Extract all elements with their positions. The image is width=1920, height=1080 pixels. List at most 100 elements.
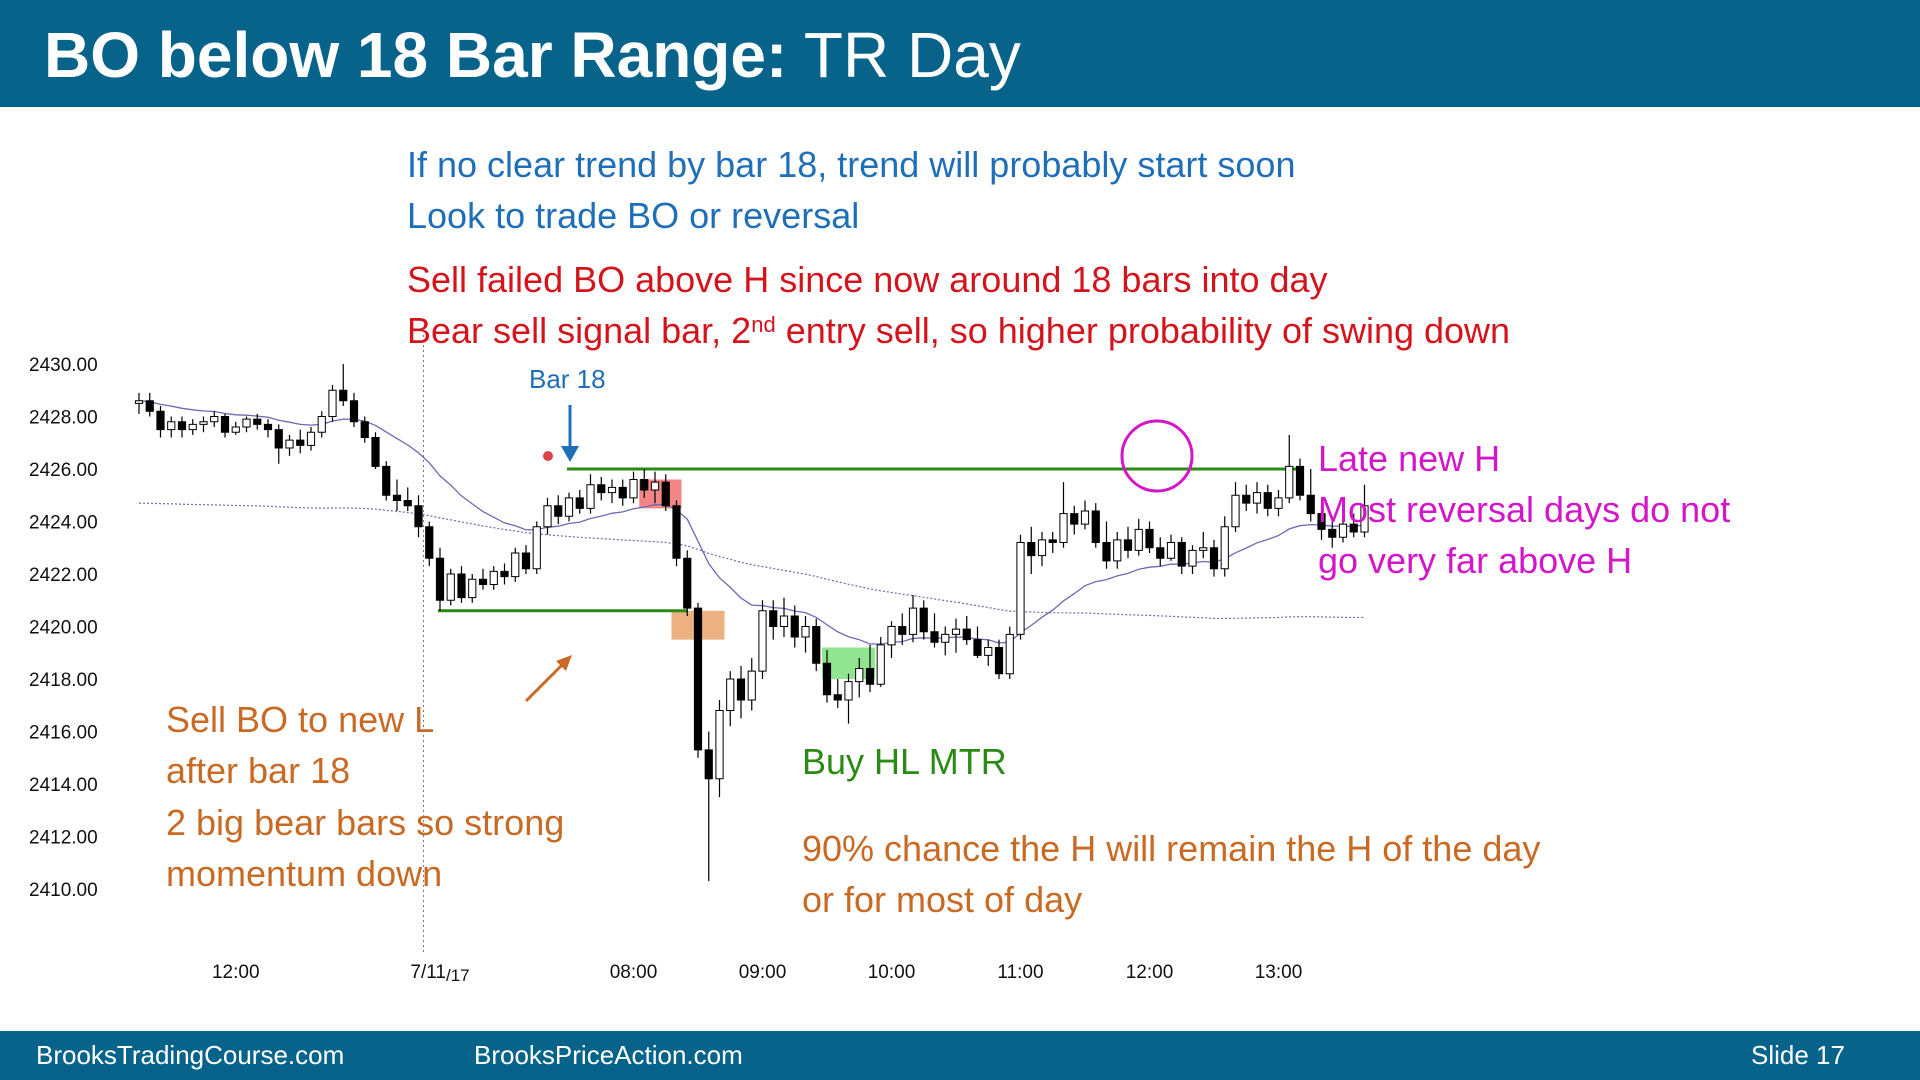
candle-body xyxy=(1134,528,1143,551)
candle-body xyxy=(704,749,713,780)
y-axis-ticks: 2430.00 2428.00 2426.00 2424.00 2422.00 2420.… xyxy=(29,355,98,901)
x-axis-ticks: 12:00 7/11/17 08:00 09:00 10:00 11:00 12:00 13:… xyxy=(212,962,1302,985)
candle xyxy=(887,621,896,658)
candle-body xyxy=(919,607,928,633)
candle xyxy=(500,563,509,585)
note-magenta-1: Late new H xyxy=(1318,438,1501,479)
candlestick-bars xyxy=(134,364,1369,882)
candle xyxy=(382,461,391,501)
ema-line xyxy=(138,400,1365,645)
footer-left-link[interactable]: BrooksTradingCourse.com xyxy=(36,1040,345,1070)
candle xyxy=(769,600,778,640)
candle xyxy=(951,618,961,653)
candle xyxy=(242,416,251,433)
candle xyxy=(930,613,939,648)
candle xyxy=(962,616,971,645)
candle-body xyxy=(478,578,488,585)
candle xyxy=(1027,526,1036,574)
candle-body xyxy=(1220,526,1229,570)
note-orange-3: 2 big bear bars so strong xyxy=(166,802,565,843)
candle xyxy=(1145,521,1154,553)
candle xyxy=(672,500,681,567)
candle xyxy=(1037,532,1047,567)
candle-body xyxy=(994,647,1004,675)
candle xyxy=(317,411,326,438)
candle-body xyxy=(177,421,187,431)
candle-body xyxy=(597,484,606,494)
candle-body xyxy=(1199,547,1208,551)
candle-body xyxy=(898,626,907,635)
candle-body xyxy=(715,710,724,780)
candle-body xyxy=(1295,465,1305,496)
candle xyxy=(145,392,154,417)
slide-number: Slide 17 xyxy=(1751,1040,1845,1070)
candle xyxy=(360,416,369,443)
y-tick-label: 2426.00 xyxy=(29,460,98,481)
note-red-2a: Bear sell signal bar, 2 xyxy=(407,310,752,351)
candle-body xyxy=(1027,542,1036,557)
candle-body xyxy=(661,481,670,507)
candle-body xyxy=(371,437,380,467)
y-tick-label: 2424.00 xyxy=(29,513,98,534)
note-orange-2: after bar 18 xyxy=(166,750,351,791)
candle xyxy=(683,550,692,616)
candle-body xyxy=(1263,492,1272,509)
candle xyxy=(296,429,305,454)
candle-body xyxy=(360,421,369,438)
candle-body xyxy=(951,628,961,635)
late-high-circle xyxy=(1120,419,1194,493)
bar18-arrow-head xyxy=(561,446,579,462)
candle-body xyxy=(1360,505,1369,533)
candle-body xyxy=(446,573,455,601)
candle xyxy=(543,497,552,535)
candle-body xyxy=(382,465,391,496)
y-tick-label: 2410.00 xyxy=(29,880,98,901)
candle xyxy=(790,605,799,648)
y-tick-label: 2416.00 xyxy=(29,723,98,744)
candle xyxy=(564,492,574,522)
footer-middle-link[interactable]: BrooksPriceAction.com xyxy=(474,1040,743,1070)
candle xyxy=(1134,518,1143,556)
candle-body xyxy=(726,678,735,711)
note-orange2-1: 90% chance the H will remain the H of th… xyxy=(802,828,1541,869)
candle-body xyxy=(908,607,918,635)
candle xyxy=(1188,545,1197,574)
candle-body xyxy=(1328,528,1337,538)
candle-body xyxy=(253,418,262,425)
moving-averages xyxy=(138,400,1365,645)
candle-body xyxy=(435,557,445,601)
candle xyxy=(156,406,165,438)
x-tick-label: 13:00 xyxy=(1255,962,1303,983)
candle-body xyxy=(1091,510,1100,543)
candle xyxy=(1242,484,1251,511)
candle xyxy=(231,421,240,435)
candle xyxy=(1091,503,1100,548)
candle xyxy=(1113,532,1122,569)
candle-body xyxy=(822,662,832,696)
candle xyxy=(1317,505,1326,540)
candle-body xyxy=(1177,542,1186,567)
title-bar: BO below 18 Bar Range: TR Day xyxy=(0,0,1920,107)
candle-body xyxy=(1274,497,1283,509)
candle-body xyxy=(1113,539,1122,562)
x-tick-label: 10:00 xyxy=(868,962,916,983)
note-magenta-2: Most reversal days do not xyxy=(1318,489,1731,530)
candle xyxy=(640,469,649,498)
candle xyxy=(554,495,563,525)
candle xyxy=(134,392,144,414)
candle-body xyxy=(683,557,692,609)
candle-body xyxy=(210,416,219,423)
candle-body xyxy=(758,610,767,672)
candle xyxy=(1048,532,1057,553)
candle-body xyxy=(306,431,316,446)
candle-body xyxy=(618,486,627,499)
candle xyxy=(1349,513,1358,538)
candle xyxy=(1252,482,1262,514)
note-blue-1: If no clear trend by bar 18, trend will … xyxy=(407,144,1296,185)
candle xyxy=(435,547,445,611)
candle-body xyxy=(1080,510,1090,525)
candle-body xyxy=(801,626,810,638)
candle xyxy=(532,521,541,574)
candle-body xyxy=(984,647,993,656)
candle xyxy=(328,385,337,422)
